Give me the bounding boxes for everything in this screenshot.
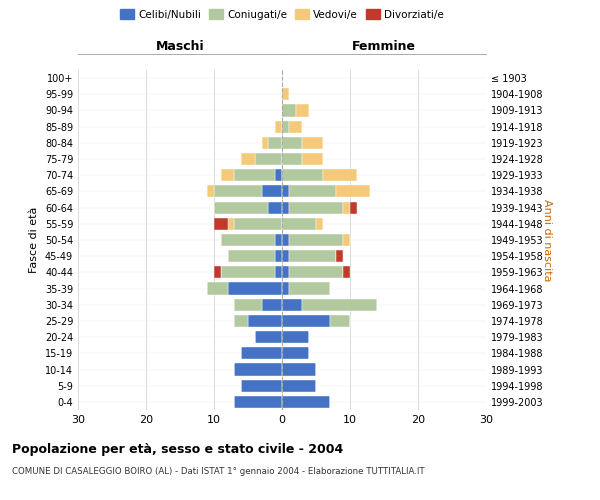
Bar bbox=[235, 364, 282, 376]
Text: COMUNE DI CASALEGGIO BOIRO (AL) - Dati ISTAT 1° gennaio 2004 - Elaborazione TUTT: COMUNE DI CASALEGGIO BOIRO (AL) - Dati I… bbox=[12, 468, 425, 476]
Bar bbox=[221, 266, 275, 278]
Text: Femmine: Femmine bbox=[352, 40, 416, 54]
Bar bbox=[214, 266, 221, 278]
Bar bbox=[221, 169, 235, 181]
Bar bbox=[289, 120, 302, 132]
Bar bbox=[235, 218, 282, 230]
Bar bbox=[255, 153, 282, 165]
Bar bbox=[241, 153, 255, 165]
Bar bbox=[235, 169, 275, 181]
Bar bbox=[289, 202, 343, 213]
Bar bbox=[282, 120, 289, 132]
Bar bbox=[282, 186, 289, 198]
Bar bbox=[248, 315, 282, 327]
Bar bbox=[316, 218, 323, 230]
Bar bbox=[282, 380, 316, 392]
Bar bbox=[282, 331, 309, 343]
Bar bbox=[227, 250, 275, 262]
Bar bbox=[282, 234, 289, 246]
Bar bbox=[289, 250, 337, 262]
Bar bbox=[275, 234, 282, 246]
Bar bbox=[282, 88, 289, 101]
Bar bbox=[289, 234, 343, 246]
Bar bbox=[282, 169, 323, 181]
Text: Maschi: Maschi bbox=[155, 40, 205, 54]
Bar bbox=[282, 104, 296, 117]
Bar bbox=[275, 266, 282, 278]
Text: Popolazione per età, sesso e stato civile - 2004: Popolazione per età, sesso e stato civil… bbox=[12, 442, 343, 456]
Bar bbox=[343, 202, 350, 213]
Bar bbox=[262, 298, 282, 311]
Bar bbox=[282, 202, 289, 213]
Bar bbox=[262, 186, 282, 198]
Bar bbox=[241, 348, 282, 360]
Bar bbox=[227, 218, 235, 230]
Bar bbox=[262, 137, 268, 149]
Bar bbox=[302, 298, 377, 311]
Bar bbox=[207, 186, 214, 198]
Bar bbox=[282, 315, 329, 327]
Bar bbox=[214, 202, 268, 213]
Bar bbox=[207, 282, 227, 294]
Bar bbox=[268, 202, 282, 213]
Bar bbox=[302, 153, 323, 165]
Bar bbox=[282, 153, 302, 165]
Bar bbox=[296, 104, 309, 117]
Y-axis label: Anni di nascita: Anni di nascita bbox=[542, 198, 552, 281]
Bar bbox=[227, 282, 282, 294]
Bar bbox=[343, 266, 350, 278]
Bar bbox=[282, 364, 316, 376]
Bar bbox=[302, 137, 323, 149]
Bar bbox=[282, 348, 309, 360]
Bar bbox=[337, 250, 343, 262]
Bar bbox=[337, 186, 370, 198]
Bar bbox=[241, 380, 282, 392]
Bar bbox=[282, 266, 289, 278]
Bar bbox=[255, 331, 282, 343]
Bar bbox=[350, 202, 357, 213]
Bar bbox=[282, 137, 302, 149]
Bar bbox=[289, 282, 329, 294]
Bar bbox=[235, 298, 262, 311]
Bar bbox=[282, 282, 289, 294]
Bar bbox=[282, 250, 289, 262]
Bar bbox=[289, 186, 337, 198]
Legend: Celibi/Nubili, Coniugati/e, Vedovi/e, Divorziati/e: Celibi/Nubili, Coniugati/e, Vedovi/e, Di… bbox=[116, 5, 448, 24]
Bar bbox=[235, 315, 248, 327]
Bar bbox=[282, 396, 329, 408]
Bar bbox=[214, 218, 227, 230]
Bar bbox=[268, 137, 282, 149]
Bar bbox=[221, 234, 275, 246]
Bar bbox=[329, 315, 350, 327]
Bar bbox=[289, 266, 343, 278]
Bar bbox=[282, 218, 316, 230]
Bar bbox=[275, 120, 282, 132]
Bar bbox=[275, 250, 282, 262]
Bar bbox=[235, 396, 282, 408]
Bar bbox=[323, 169, 357, 181]
Y-axis label: Fasce di età: Fasce di età bbox=[29, 207, 39, 273]
Bar bbox=[275, 169, 282, 181]
Bar bbox=[343, 234, 350, 246]
Bar bbox=[214, 186, 262, 198]
Bar bbox=[282, 298, 302, 311]
